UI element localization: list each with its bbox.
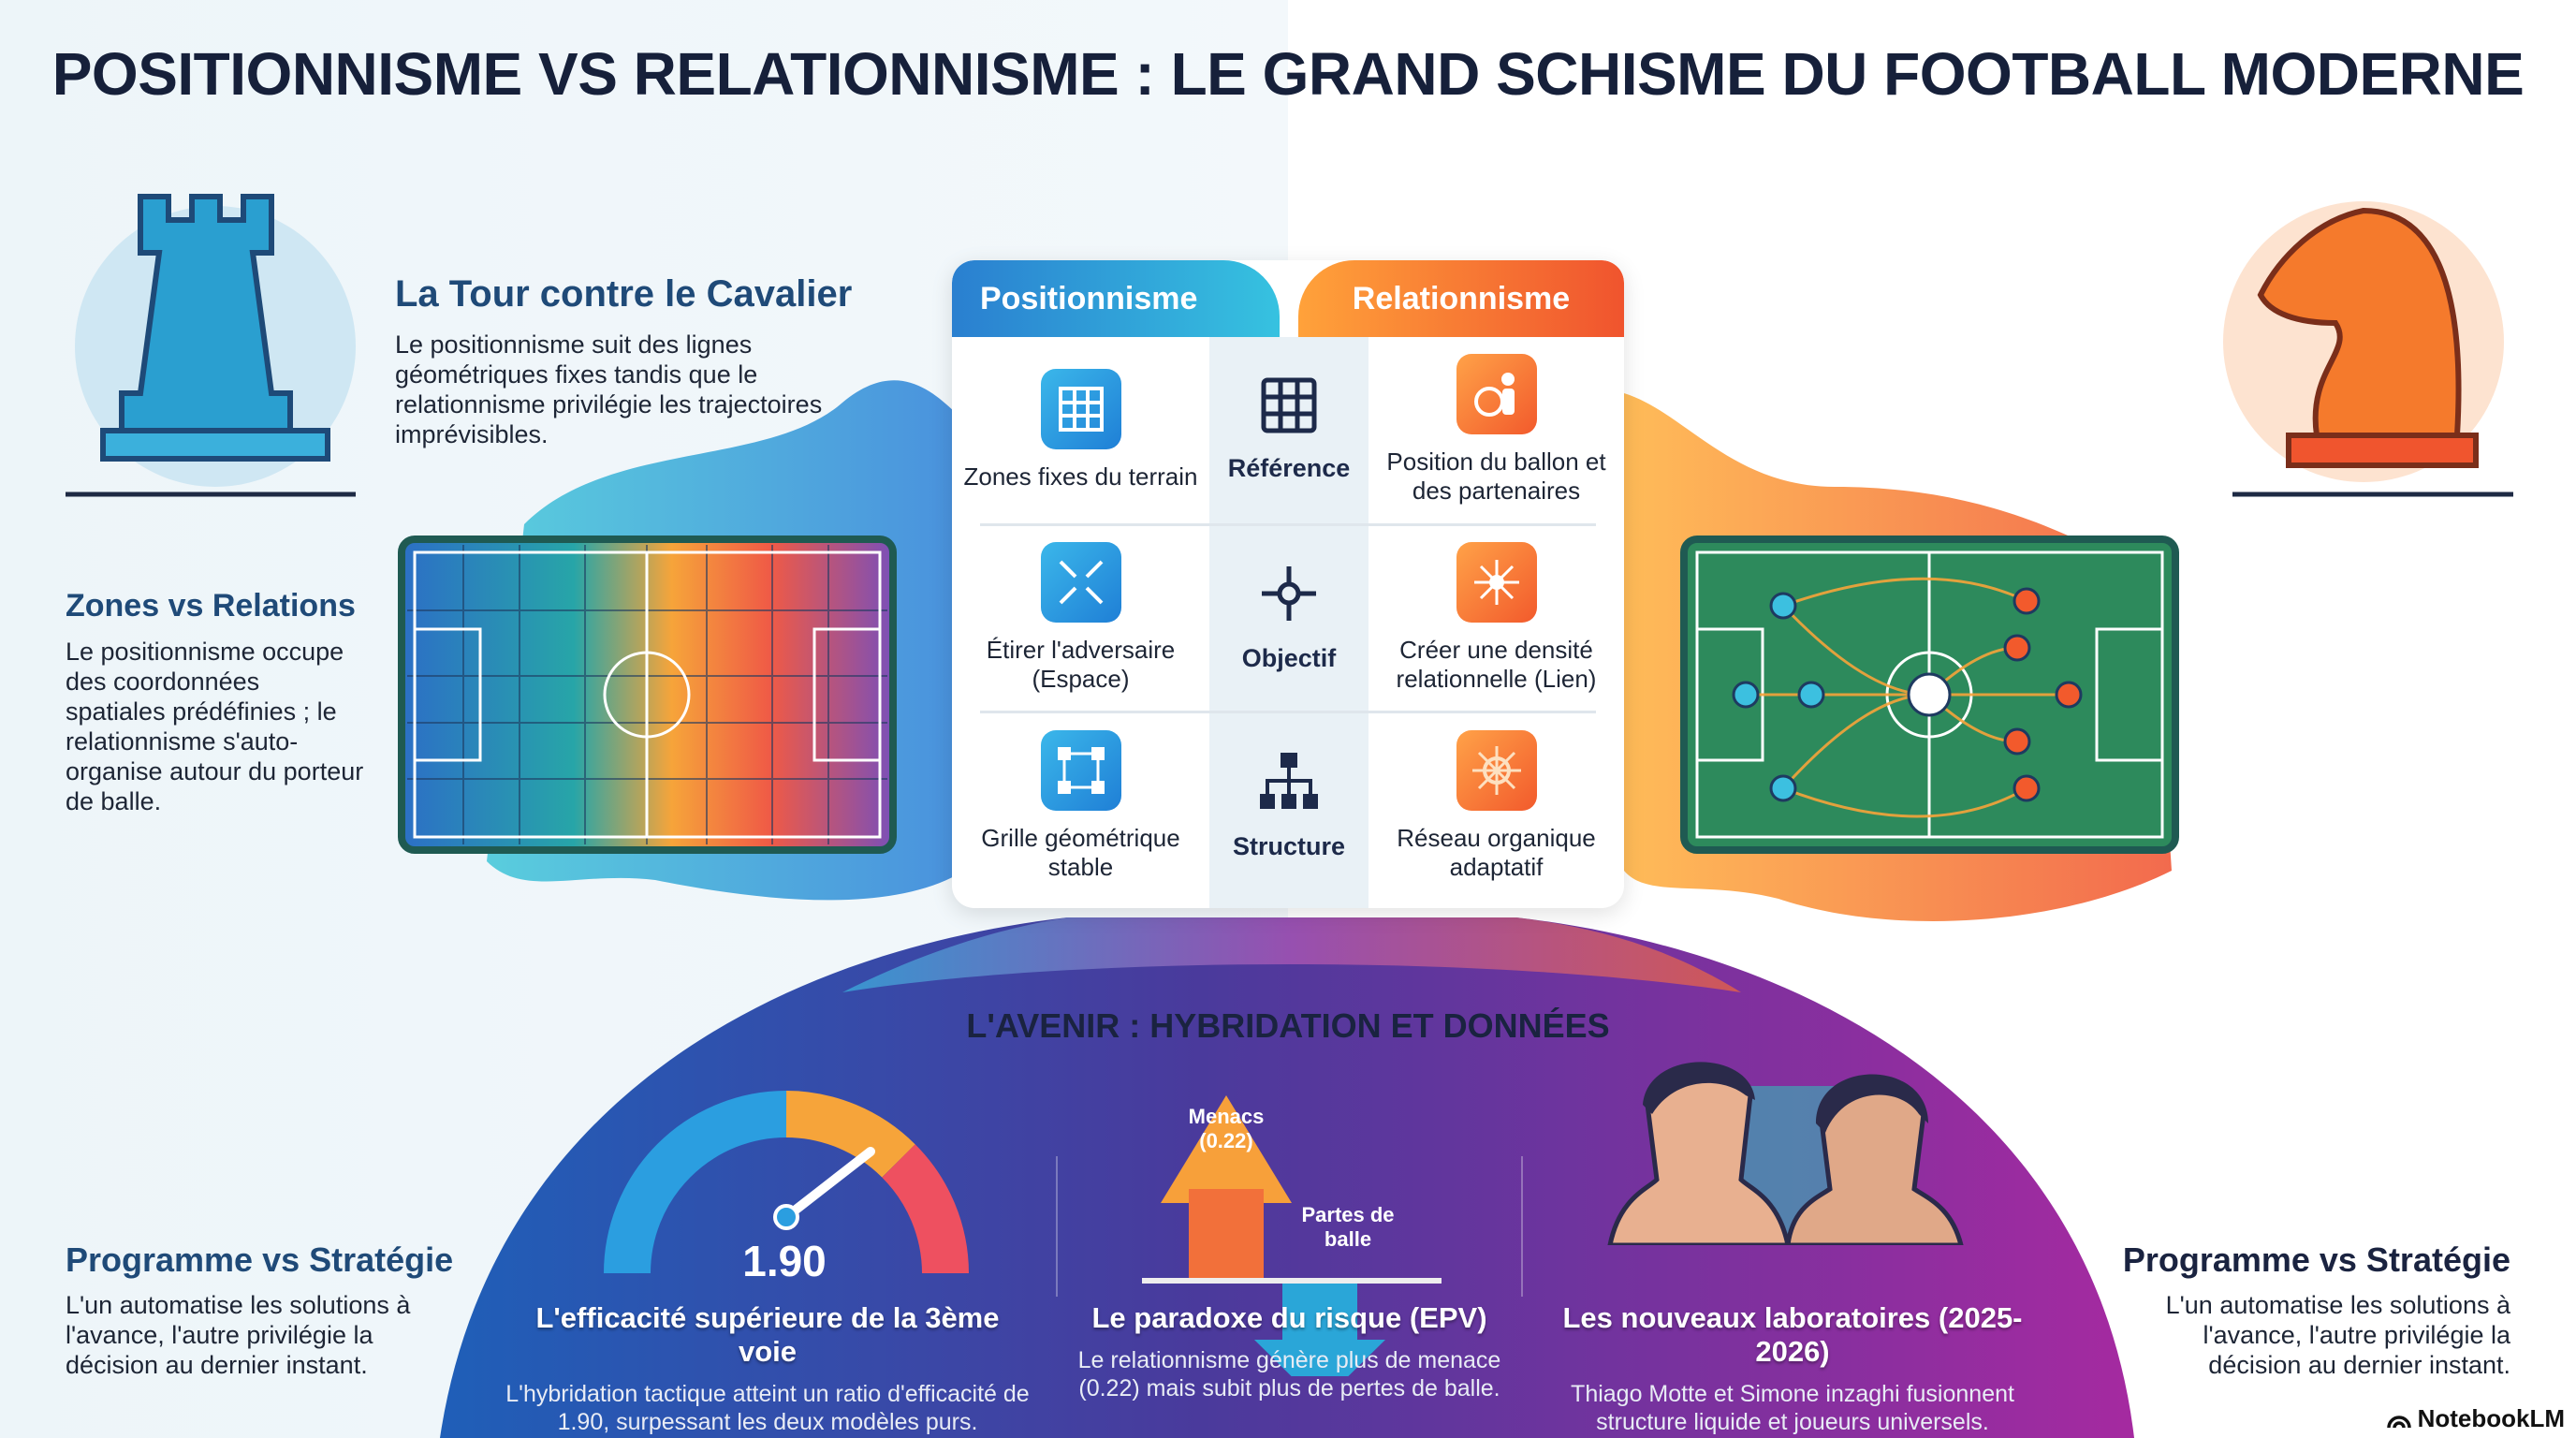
row-label: Objectif xyxy=(1241,644,1337,672)
card-title: Le paradoxe du risque (EPV) xyxy=(1091,1301,1487,1334)
expand-arrows-icon xyxy=(1040,542,1121,623)
grid-icon xyxy=(1040,368,1121,449)
card-body: Le relationnisme génère plus de menace (… xyxy=(1077,1347,1501,1401)
comparison-table: Positionnisme Relationnisme Zones fixes … xyxy=(952,260,1624,908)
arrow-down-label: Partes de balle xyxy=(1301,1203,1395,1251)
programme-right-body: L'un automatise les solutions à l'avance… xyxy=(2165,1291,2510,1379)
risk-arrows xyxy=(1142,1095,1442,1376)
notebooklm-logo: NotebookLM xyxy=(2386,1404,2565,1433)
table-row: Étirer l'adversaire (Espace) Objectif Cr… xyxy=(952,525,1624,711)
arrow-up-label: Menacs (0.22) xyxy=(1188,1105,1265,1152)
row-label: Référence xyxy=(1227,454,1351,482)
future-heading: L'AVENIR : HYBRIDATION ET DONNÉES xyxy=(966,1006,1610,1045)
zones-heading: Zones vs Relations xyxy=(66,588,356,624)
programme-right-heading: Programme vs Stratégie xyxy=(2122,1240,2510,1279)
rook-icon xyxy=(66,194,356,497)
cell-text: Réseau organique adaptatif xyxy=(1397,824,1596,881)
relational-pitch-diagram xyxy=(1680,536,2179,854)
intro-body: Le positionnisme suit des lignes géométr… xyxy=(395,330,823,448)
header-positionnisme: Positionnisme xyxy=(952,260,1280,337)
cell-text: Étirer l'adversaire (Espace) xyxy=(986,636,1176,693)
header-relationnisme: Relationnisme xyxy=(1298,260,1624,337)
programme-left-body: L'un automatise les solutions à l'avance… xyxy=(66,1291,411,1379)
card-labs: Les nouveaux laboratoires (2025-2026) Thi… xyxy=(1526,1301,2059,1436)
card-body: L'hybridation tactique atteint un ratio … xyxy=(505,1381,1030,1435)
grid-icon xyxy=(1260,376,1318,441)
programme-left-heading: Programme vs Stratégie xyxy=(66,1240,454,1279)
card-risk: Le paradoxe du risque (EPV) Le relationni… xyxy=(1058,1301,1521,1402)
card-title: L'efficacité supérieure de la 3ème voie xyxy=(535,1301,1000,1368)
cell-text: Grille géométrique stable xyxy=(981,824,1180,881)
row-label: Structure xyxy=(1232,832,1346,860)
table-row: Zones fixes du terrain Référence Positio… xyxy=(952,337,1624,522)
page-title: POSITIONNISME VS RELATIONNISME : LE GRAN… xyxy=(51,40,2525,108)
table-row: Grille géométrique stable Structure Rése… xyxy=(952,713,1624,899)
card-title: Les nouveaux laboratoires (2025-2026) xyxy=(1562,1301,2023,1368)
efficiency-gauge xyxy=(604,1091,969,1274)
coaches-portrait xyxy=(1607,1062,1964,1245)
intro-heading: La Tour contre le Cavalier xyxy=(395,273,853,315)
network-hub-icon xyxy=(1456,542,1537,623)
card-body: Thiago Motte et Simone inzaghi fusionnen… xyxy=(1571,1381,2014,1435)
card-efficiency: L'efficacité supérieure de la 3ème voie L… xyxy=(505,1301,1030,1436)
cell-text: Zones fixes du terrain xyxy=(963,462,1198,491)
hierarchy-icon xyxy=(1258,751,1320,819)
move-target-icon xyxy=(1258,563,1320,631)
cell-text: Position du ballon et des partenaires xyxy=(1386,448,1606,505)
positional-pitch-diagram xyxy=(398,536,897,854)
notebooklm-icon xyxy=(2386,1415,2411,1428)
gauge-needle xyxy=(782,1147,875,1222)
zones-body: Le positionnisme occupe des coordonnées … xyxy=(66,638,364,815)
gauge-value: 1.90 xyxy=(742,1237,827,1285)
square-nodes-icon xyxy=(1040,730,1121,811)
organic-network-icon xyxy=(1456,730,1537,811)
cell-text: Créer une densité relationnelle (Lien) xyxy=(1396,636,1597,693)
ball-player-icon xyxy=(1456,354,1537,434)
knight-icon xyxy=(2223,201,2513,497)
